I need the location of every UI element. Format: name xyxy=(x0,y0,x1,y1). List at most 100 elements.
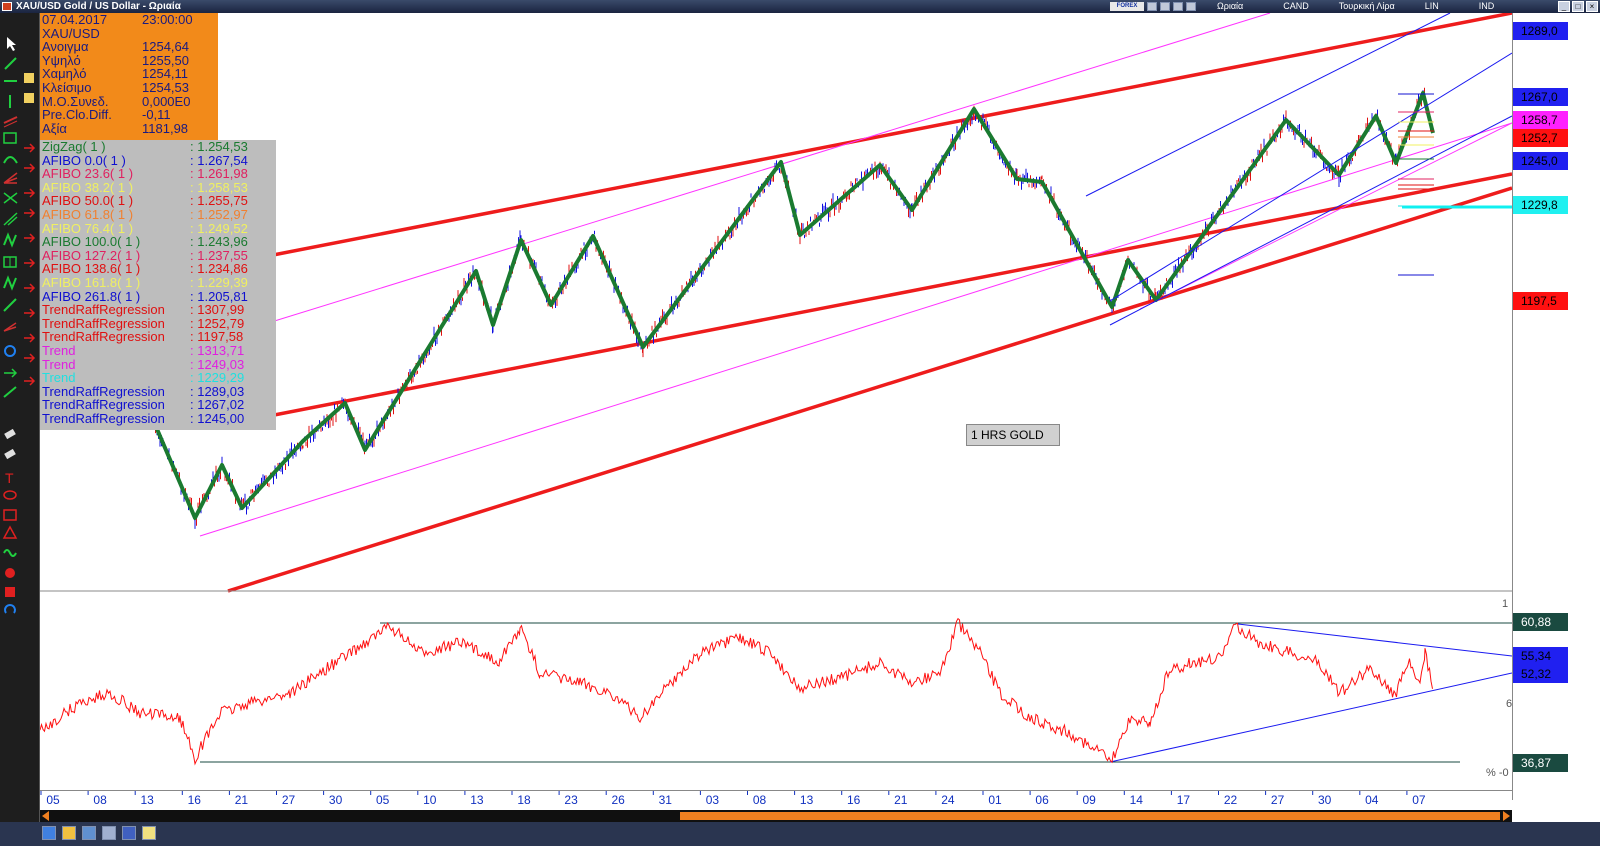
chart-annotation-label[interactable]: 1 HRS GOLD xyxy=(966,424,1060,446)
osc-scale-mid: 6 xyxy=(1506,698,1513,710)
indicator-name: AFIBO 127.2( 1 ) xyxy=(42,247,141,263)
cycle-tool-icon[interactable] xyxy=(3,275,17,291)
time-label: 01 xyxy=(988,793,1002,807)
regression-tool-icon[interactable] xyxy=(3,298,17,312)
indicator-name: Trend xyxy=(42,343,76,358)
delete-tool-icon[interactable] xyxy=(5,587,15,597)
indicator-row[interactable]: Trend: 1229,29 xyxy=(42,371,274,385)
forex-brand-logo[interactable]: FOREX xyxy=(1110,2,1144,11)
indicator-row[interactable]: AFIBO 50.0( 1 ): 1.255,75 xyxy=(42,194,274,208)
eraser-all-icon[interactable] xyxy=(4,448,16,460)
indicator-name: AFIBO 261.8( 1 ) xyxy=(42,288,141,304)
menu-timeframe[interactable]: Ωριαία xyxy=(1217,1,1244,11)
arrow-tool-icon[interactable] xyxy=(4,368,18,378)
indicator-value: : 1.243,96 xyxy=(190,234,248,250)
pin-icon[interactable] xyxy=(1173,2,1183,11)
osc-percent-label: % -0 xyxy=(1486,767,1509,779)
indicator-name: AFIBO 50.0( 1 ) xyxy=(42,193,134,209)
trend-channel-icon[interactable] xyxy=(3,116,18,128)
time-label: 03 xyxy=(705,793,720,807)
toolbar-icons: T xyxy=(2,37,36,614)
eraser-tool-icon[interactable] xyxy=(4,428,16,440)
indicator-row[interactable]: AFIBO 261.8( 1 ): 1.205,81 xyxy=(42,288,274,304)
triangle-tool-icon[interactable] xyxy=(2,525,18,539)
price-scale[interactable]: 1289,0 1267,0 1258,7 1252,7 1245,0 1229,8 1197… xyxy=(1512,13,1569,800)
indicator-row[interactable]: TrendRaffRegression: 1197,58 xyxy=(42,330,274,344)
menu-indicators[interactable]: IND xyxy=(1478,1,1495,11)
database-icon[interactable] xyxy=(122,826,136,840)
indicator-row[interactable]: AFIBO 127.2( 1 ): 1.237,55 xyxy=(42,249,274,263)
open-folder-icon[interactable] xyxy=(62,826,76,840)
indicator-row[interactable]: AFIBO 0.0( 1 ): 1.267,54 xyxy=(42,153,274,168)
speed-lines-icon[interactable] xyxy=(3,322,17,332)
maximize-button[interactable]: □ xyxy=(1572,1,1584,12)
indicator-row[interactable]: AFIBO 138.6( 1 ): 1.234,86 xyxy=(42,262,274,276)
menu-chart-type[interactable]: CAND xyxy=(1283,1,1309,11)
scroll-left-icon[interactable] xyxy=(42,811,49,821)
gann-tool-icon[interactable] xyxy=(3,192,18,204)
ohlc-label: Κλείσιμο xyxy=(42,80,92,95)
indicator-row[interactable]: TrendRaffRegression: 1245,00 xyxy=(42,412,274,426)
menu-currency[interactable]: Τουρκική Λίρα xyxy=(1338,1,1395,11)
ellipse-tool-icon[interactable] xyxy=(3,490,17,500)
indicator-row[interactable]: AFIBO 100.0( 1 ): 1.243,96 xyxy=(42,235,274,249)
indicator-name: TrendRaffRegression xyxy=(42,315,165,331)
indicator-row[interactable]: TrendRaffRegression: 1307,99 xyxy=(42,303,274,317)
time-axis[interactable]: 05 08 13 16 21 27 30 05 10 13 18 23 26 31 03 08 13 16 21 24… xyxy=(40,790,1512,810)
print-icon[interactable] xyxy=(102,826,116,840)
pitchfork-tool-icon[interactable] xyxy=(3,212,18,226)
chart-canvas[interactable] xyxy=(40,13,1512,800)
indicator-row[interactable]: AFIBO 161.8( 1 ): 1.229,39 xyxy=(42,276,274,290)
osc-scale-top: 1 xyxy=(1502,598,1509,610)
fibonacci-tool-icon[interactable] xyxy=(3,132,17,144)
window-list-icon[interactable] xyxy=(1147,2,1157,11)
window-title: XAU/USD Gold / US Dollar - Ωριαία xyxy=(16,1,181,12)
time-label: 08 xyxy=(752,793,767,807)
circle-fill-icon[interactable] xyxy=(5,568,15,578)
menu-scale[interactable]: LIN xyxy=(1424,1,1439,11)
indicator-row[interactable]: AFIBO 61.8( 1 ): 1.252,97 xyxy=(42,208,274,222)
zigzag-tool-icon[interactable] xyxy=(3,232,17,248)
indicator-row[interactable]: AFIBO 23.6( 1 ): 1.261,98 xyxy=(42,167,274,181)
text-tool-icon[interactable]: T xyxy=(5,470,14,486)
indicator-row[interactable]: AFIBO 38.2( 1 ): 1.258,53 xyxy=(42,181,274,195)
magic-wand-icon[interactable] xyxy=(142,826,156,840)
ohlc-info-panel: 07.04.2017 23:00:00 XAU/USD Ανοιγμα 1254,… xyxy=(40,13,218,140)
save-icon[interactable] xyxy=(82,826,96,840)
wave-tool-icon[interactable] xyxy=(3,549,17,557)
indicator-value: : 1.249,52 xyxy=(190,220,248,236)
minimize-button[interactable]: _ xyxy=(1558,1,1570,12)
price-chart[interactable] xyxy=(40,13,1512,800)
indicator-row[interactable]: AFIBO 76.4( 1 ): 1.249,52 xyxy=(42,220,274,236)
refresh-tool-icon[interactable] xyxy=(4,604,16,614)
settings-icon[interactable] xyxy=(1186,2,1196,11)
new-chart-icon[interactable] xyxy=(42,826,56,840)
arc-tool-icon[interactable] xyxy=(3,156,18,164)
indicator-row[interactable]: Trend: 1249,03 xyxy=(42,356,274,372)
svg-text:T: T xyxy=(5,470,14,486)
indicator-row[interactable]: TrendRaffRegression: 1267,02 xyxy=(42,398,274,412)
indicator-row[interactable]: ZigZag( 1 ): 1.254,53 xyxy=(42,140,274,154)
indicator-row[interactable]: Trend : 1313,71 xyxy=(42,344,274,358)
rectangle-tool-icon[interactable] xyxy=(3,509,17,521)
chart-scrollbar[interactable] xyxy=(40,810,1512,822)
oscillator-label: 55,34 xyxy=(1513,647,1569,665)
target-tool-icon[interactable] xyxy=(4,345,16,357)
ohlc-value: 1254,64 xyxy=(142,39,189,55)
price-label: 1229,8 xyxy=(1513,196,1569,214)
scroll-thumb[interactable] xyxy=(680,812,1500,820)
fan-tool-icon[interactable] xyxy=(3,172,18,184)
indicator-row[interactable]: TrendRaffRegression: 1252,79 xyxy=(42,317,274,331)
grid-tool-icon[interactable] xyxy=(3,256,17,268)
ruler-tool-icon[interactable] xyxy=(3,386,17,398)
line-tool-icon[interactable] xyxy=(4,57,17,70)
cursor-tool-icon[interactable] xyxy=(7,37,16,51)
scroll-right-icon[interactable] xyxy=(1503,811,1510,821)
indicator-row[interactable]: TrendRaffRegression: 1289,03 xyxy=(42,385,274,399)
indicator-value: : 1313,71 xyxy=(190,343,245,358)
toolbar-second-column xyxy=(24,73,36,386)
close-button[interactable]: × xyxy=(1586,1,1598,12)
indicator-value: : 1249,03 xyxy=(190,356,245,372)
ohlc-value: 1255,50 xyxy=(142,52,189,68)
link-icon[interactable] xyxy=(1160,2,1170,11)
